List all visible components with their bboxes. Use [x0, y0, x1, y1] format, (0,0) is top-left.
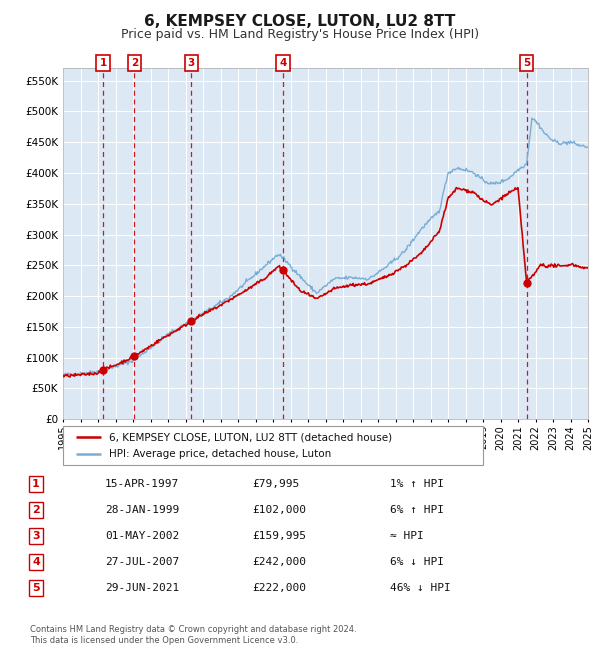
Text: £159,995: £159,995	[252, 531, 306, 541]
Text: £242,000: £242,000	[252, 557, 306, 567]
Text: 1: 1	[100, 58, 107, 68]
Text: 29-JUN-2021: 29-JUN-2021	[105, 583, 179, 593]
Text: 27-JUL-2007: 27-JUL-2007	[105, 557, 179, 567]
Text: 4: 4	[32, 557, 40, 567]
Text: 6% ↑ HPI: 6% ↑ HPI	[390, 505, 444, 515]
Text: HPI: Average price, detached house, Luton: HPI: Average price, detached house, Luto…	[109, 449, 331, 459]
Text: 2: 2	[131, 58, 138, 68]
Text: 6% ↓ HPI: 6% ↓ HPI	[390, 557, 444, 567]
Text: 28-JAN-1999: 28-JAN-1999	[105, 505, 179, 515]
Text: £222,000: £222,000	[252, 583, 306, 593]
Text: 46% ↓ HPI: 46% ↓ HPI	[390, 583, 451, 593]
Text: 5: 5	[32, 583, 40, 593]
Text: Contains HM Land Registry data © Crown copyright and database right 2024.
This d: Contains HM Land Registry data © Crown c…	[30, 625, 356, 645]
Text: 3: 3	[32, 531, 40, 541]
Text: 6, KEMPSEY CLOSE, LUTON, LU2 8TT (detached house): 6, KEMPSEY CLOSE, LUTON, LU2 8TT (detach…	[109, 432, 392, 443]
Text: 1% ↑ HPI: 1% ↑ HPI	[390, 479, 444, 489]
Text: 6, KEMPSEY CLOSE, LUTON, LU2 8TT: 6, KEMPSEY CLOSE, LUTON, LU2 8TT	[145, 14, 455, 29]
Text: £102,000: £102,000	[252, 505, 306, 515]
Text: 3: 3	[188, 58, 195, 68]
Text: 15-APR-1997: 15-APR-1997	[105, 479, 179, 489]
Text: £79,995: £79,995	[252, 479, 299, 489]
Text: 5: 5	[523, 58, 530, 68]
Text: ≈ HPI: ≈ HPI	[390, 531, 424, 541]
FancyBboxPatch shape	[63, 426, 483, 465]
Text: Price paid vs. HM Land Registry's House Price Index (HPI): Price paid vs. HM Land Registry's House …	[121, 28, 479, 41]
Text: 4: 4	[279, 58, 287, 68]
Text: 01-MAY-2002: 01-MAY-2002	[105, 531, 179, 541]
Text: 1: 1	[32, 479, 40, 489]
Text: 2: 2	[32, 505, 40, 515]
